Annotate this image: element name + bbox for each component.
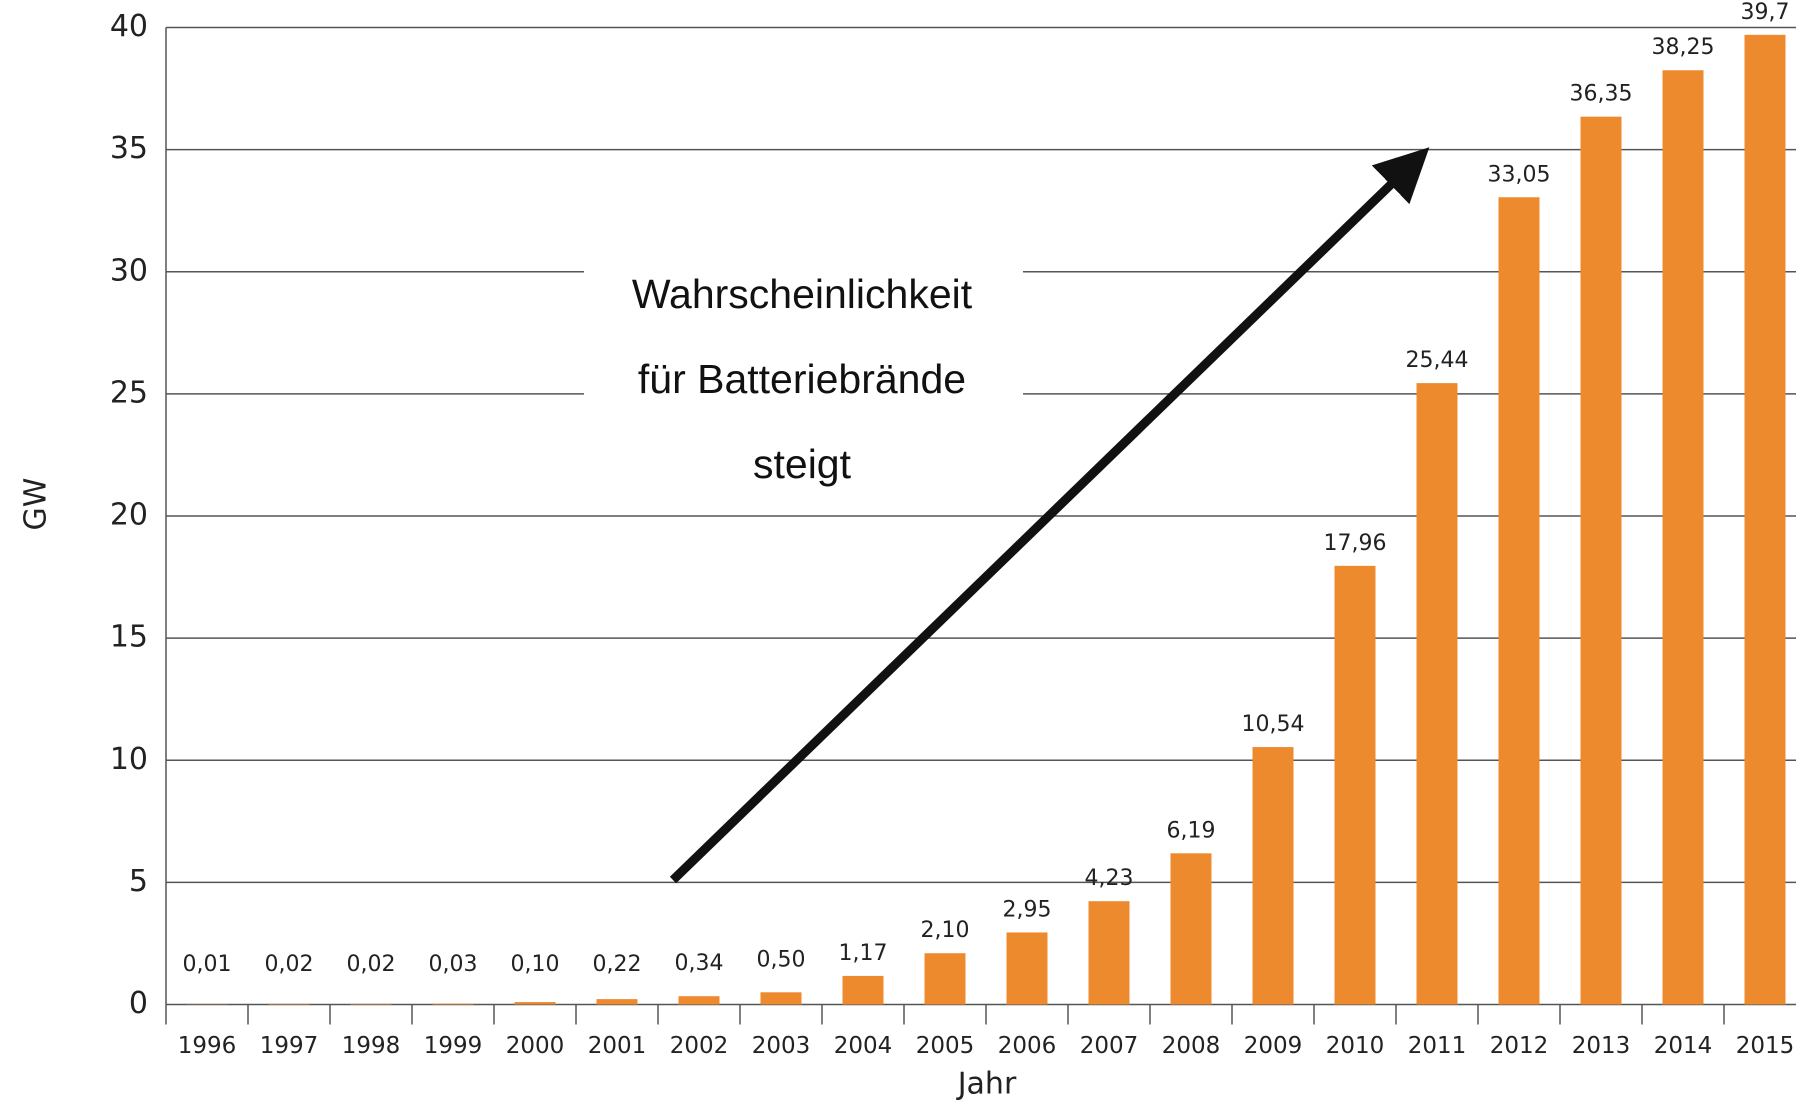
x-axis-label: Jahr [956, 1067, 1017, 1102]
bar [1662, 70, 1704, 1005]
x-tick-label: 2000 [506, 1033, 565, 1059]
bar [924, 953, 966, 1005]
value-label: 6,19 [1167, 818, 1216, 843]
bar [842, 975, 884, 1005]
y-tick-label: 15 [110, 620, 148, 655]
x-tick-label: 2012 [1490, 1033, 1549, 1059]
value-label: 0,02 [265, 952, 314, 977]
value-label: 0,34 [675, 951, 724, 976]
bar [514, 1002, 556, 1005]
bar [1744, 34, 1786, 1005]
value-label: 4,23 [1085, 866, 1134, 891]
y-tick-label: 25 [110, 375, 148, 410]
bar [596, 999, 638, 1005]
x-tick-label: 2003 [752, 1033, 811, 1059]
bar [1088, 901, 1130, 1005]
x-tick-label: 2014 [1654, 1033, 1713, 1059]
arrow [669, 147, 1430, 884]
y-tick-label: 35 [110, 131, 148, 166]
x-tick-label: 2015 [1736, 1033, 1795, 1059]
bar [760, 992, 802, 1005]
x-tick-label: 1997 [260, 1033, 319, 1059]
bar [1252, 747, 1294, 1005]
value-label: 39,7 [1741, 0, 1790, 25]
bar [1580, 116, 1622, 1005]
x-tick-label: 2013 [1572, 1033, 1631, 1059]
y-axis-label: GW [19, 478, 54, 531]
x-tick-label: 1999 [424, 1033, 483, 1059]
y-tick-label: 30 [110, 253, 148, 288]
bar [1334, 565, 1376, 1005]
value-label: 0,02 [347, 952, 396, 977]
value-label: 0,50 [757, 947, 806, 972]
bar [1170, 853, 1212, 1005]
y-tick-label: 40 [110, 9, 148, 44]
value-label: 0,03 [429, 952, 478, 977]
x-tick-label: 1998 [342, 1033, 401, 1059]
bar [1498, 197, 1540, 1005]
x-tick-label: 2007 [1080, 1033, 1139, 1059]
bar [432, 1003, 474, 1005]
annotation-box [584, 258, 1023, 504]
y-tick-label: 10 [110, 742, 148, 777]
value-label: 17,96 [1324, 531, 1387, 556]
annotation: steigt [753, 441, 852, 487]
bar [678, 996, 720, 1005]
y-tick-label: 5 [129, 864, 148, 899]
y-tick-label: 0 [129, 986, 148, 1021]
x-tick-label: 2004 [834, 1033, 893, 1059]
value-label: 0,01 [183, 952, 232, 977]
value-label: 10,54 [1242, 712, 1305, 737]
x-tick-label: 2009 [1244, 1033, 1303, 1059]
value-label: 25,44 [1406, 348, 1469, 373]
x-tick-label: 2010 [1326, 1033, 1385, 1059]
x-tick-label: 2001 [588, 1033, 647, 1059]
y-tick-label: 20 [110, 498, 148, 533]
bar [1416, 383, 1458, 1005]
value-label: 0,10 [511, 952, 560, 977]
value-label: 36,35 [1570, 82, 1633, 107]
value-label: 1,17 [839, 941, 888, 966]
x-tick-label: 2008 [1162, 1033, 1221, 1059]
value-label: 2,10 [921, 918, 970, 943]
value-label: 38,25 [1652, 35, 1715, 60]
value-label: 0,22 [593, 952, 642, 977]
x-tick-label: 2011 [1408, 1033, 1467, 1059]
x-tick-label: 1996 [178, 1033, 237, 1059]
bar [1006, 932, 1048, 1005]
value-label: 33,05 [1488, 162, 1551, 187]
x-tick-label: 2005 [916, 1033, 975, 1059]
x-tick-label: 2006 [998, 1033, 1057, 1059]
annotation: Wahrscheinlichkeit [632, 271, 973, 317]
annotation: für Batteriebrände [638, 356, 966, 402]
x-tick-label: 2002 [670, 1033, 729, 1059]
value-label: 2,95 [1003, 897, 1052, 922]
